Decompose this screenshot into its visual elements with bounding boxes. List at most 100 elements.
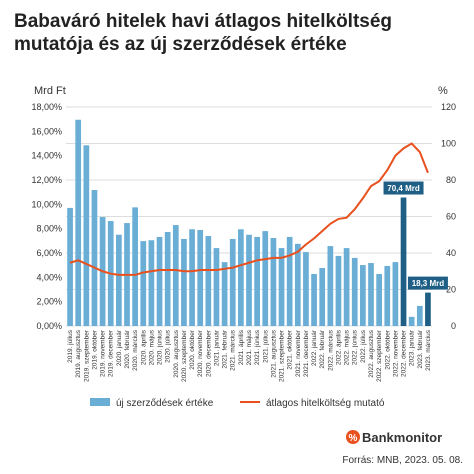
x-tick-label: 2020. május [148,329,155,365]
x-tick-label: 2022. június [352,329,359,365]
x-tick-label: 2021. szeptember [279,329,286,382]
y2-tick-label: 120 [441,102,456,112]
bar [319,267,326,326]
bar [384,265,391,326]
value-label: 18,3 Mrd [412,279,445,288]
bar [91,190,98,326]
x-tick-label: 2019. december [108,329,115,377]
bar [140,241,147,326]
y2-axis-title: % [438,85,448,97]
bar [376,273,382,326]
bar [327,246,334,326]
logo: Bankmonitor [362,430,442,445]
x-tick-label: 2022. március [327,329,334,371]
bar [75,119,82,327]
y2-tick-label: 100 [441,139,456,149]
x-tick-label: 2021. április [238,329,245,365]
y-tick-label: 18,00% [31,102,62,112]
bar [294,243,301,326]
bar [213,248,220,326]
bar [67,207,73,326]
value-label-box [407,276,448,290]
legend-label: átlagos hitelköltség mutató [266,398,385,409]
y-axis-title: Mrd Ft [34,85,66,97]
x-tick-label: 2019. szeptember [83,329,90,382]
legend-label: új szerződések értéke [116,398,214,409]
x-tick-label: 2020. október [189,329,196,370]
bar [425,292,431,326]
y2-tick-label: 40 [446,248,456,258]
bar [246,234,252,326]
x-tick-label: 2022. december [401,329,408,377]
y-tick-label: 12,00% [31,175,62,185]
x-tick-label: 2020. június [157,329,164,365]
bar [221,262,228,326]
bar [116,234,122,326]
x-tick-label: 2020. március [132,329,139,371]
x-tick-label: 2021. december [303,329,310,377]
x-tick-label: 2021. március [230,329,237,371]
bar [205,236,212,326]
bar [360,265,366,326]
logo-symbol: % [349,433,358,444]
x-tick-label: 2019. október [91,329,98,370]
y-tick-label: 4,00% [36,272,62,282]
y-tick-label: 10,00% [31,199,62,209]
x-tick-label: 2021. február [222,329,229,369]
x-tick-label: 2023. március [425,329,432,371]
x-tick-label: 2020. április [140,329,147,365]
value-label-box [383,181,424,195]
x-tick-label: 2020. július [165,329,172,363]
x-tick-label: 2022. május [344,329,351,365]
x-tick-label: 2021. május [246,329,253,365]
bar [270,238,277,326]
x-tick-label: 2022. augusztus [368,329,375,377]
x-tick-label: 2020. november [197,329,204,377]
bar [164,232,171,326]
bar [238,229,244,326]
y2-tick-label: 20 [446,285,456,295]
x-tick-label: 2021. október [287,329,294,370]
x-tick-label: 2021. július [262,329,269,363]
logo-icon [346,430,360,444]
x-tick-label: 2020. augusztus [173,329,180,377]
bar [392,262,399,326]
y2-tick-label: 0 [451,321,456,331]
chart-title: Babaváró hitelek havi átlagos hitelkölts… [14,11,393,55]
x-tick-label: 2020. szeptember [181,329,188,382]
x-tick-label: 2021. június [254,329,261,365]
bar [351,257,358,326]
bar [335,255,342,326]
bar [197,230,204,326]
x-tick-label: 2022. szeptember [376,329,383,382]
x-tick-label: 2021. november [295,329,302,377]
bar [254,236,260,326]
y2-tick-label: 60 [446,212,456,222]
y-tick-label: 2,00% [36,297,62,307]
x-tick-label: 2021. január [213,329,220,366]
y-tick-label: 0,00% [36,321,62,331]
y2-tick-label: 80 [446,175,456,185]
y-tick-label: 8,00% [36,224,62,234]
bar [229,238,236,326]
x-tick-label: 2019. július [67,329,74,363]
y-tick-label: 6,00% [36,248,62,258]
bar [286,236,293,326]
bar [181,238,187,326]
bar [278,248,285,326]
bar [303,252,309,326]
x-tick-label: 2023. január [409,329,416,366]
bar [343,248,350,326]
y-tick-label: 14,00% [31,151,62,161]
x-tick-label: 2020. december [205,329,212,377]
source: Forrás: MNB, 2023. 05. 08. [342,455,463,466]
bar [83,145,90,326]
x-tick-label: 2021. augusztus [270,329,277,377]
x-tick-label: 2020. február [124,329,131,369]
line [69,142,429,276]
x-tick-label: 2022. április [335,329,342,365]
bar [311,273,317,326]
bar [148,240,155,326]
